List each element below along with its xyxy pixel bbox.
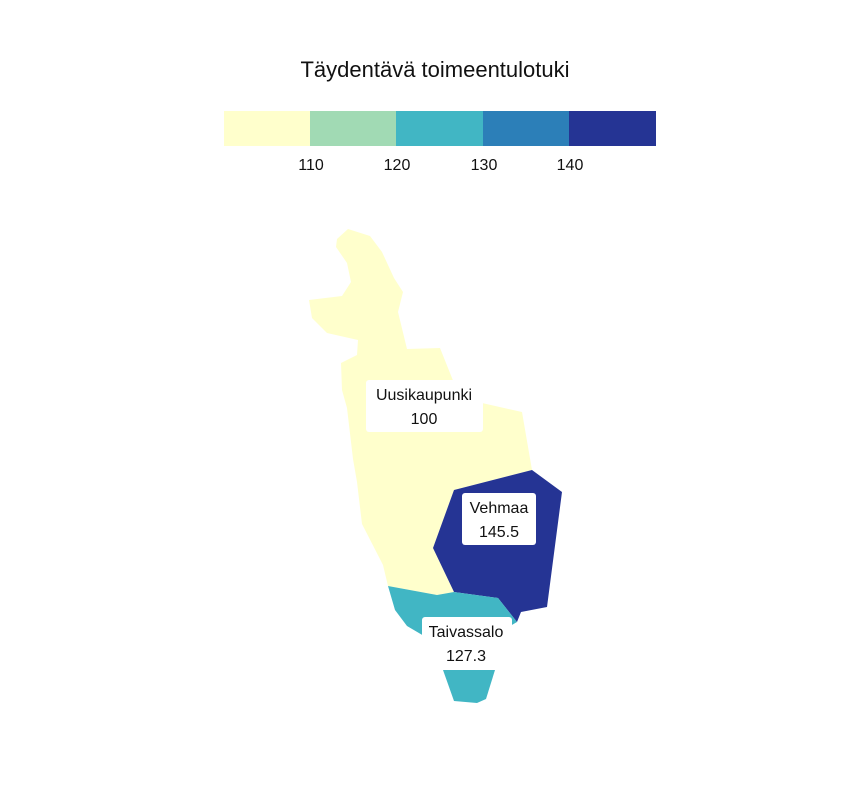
legend-tick-130: 130 <box>471 157 498 174</box>
legend-swatch-5 <box>569 111 656 146</box>
label-uusikaupunki-value: 100 <box>411 411 438 428</box>
color-legend: 110 120 130 140 <box>224 111 656 174</box>
legend-swatch-3 <box>396 111 484 146</box>
legend-tick-120: 120 <box>384 157 411 174</box>
legend-tick-140: 140 <box>557 157 584 174</box>
region-taivassalo-island[interactable] <box>443 670 495 703</box>
map-title: Täydentävä toimeentulotuki <box>300 57 569 82</box>
region-labels: Uusikaupunki 100 Vehmaa 145.5 Taivassalo… <box>366 380 536 669</box>
label-vehmaa: Vehmaa 145.5 <box>462 493 536 545</box>
legend-swatch-1 <box>224 111 311 146</box>
label-vehmaa-name: Vehmaa <box>470 500 529 517</box>
legend-tick-110: 110 <box>298 157 324 174</box>
label-vehmaa-value: 145.5 <box>479 524 519 541</box>
label-taivassalo-value: 127.3 <box>446 648 486 665</box>
legend-swatch-4 <box>483 111 570 146</box>
label-uusikaupunki-name: Uusikaupunki <box>376 387 472 404</box>
label-taivassalo-name: Taivassalo <box>429 624 504 641</box>
legend-swatch-2 <box>310 111 397 146</box>
label-taivassalo: Taivassalo 127.3 <box>422 617 512 669</box>
label-uusikaupunki: Uusikaupunki 100 <box>366 380 483 432</box>
